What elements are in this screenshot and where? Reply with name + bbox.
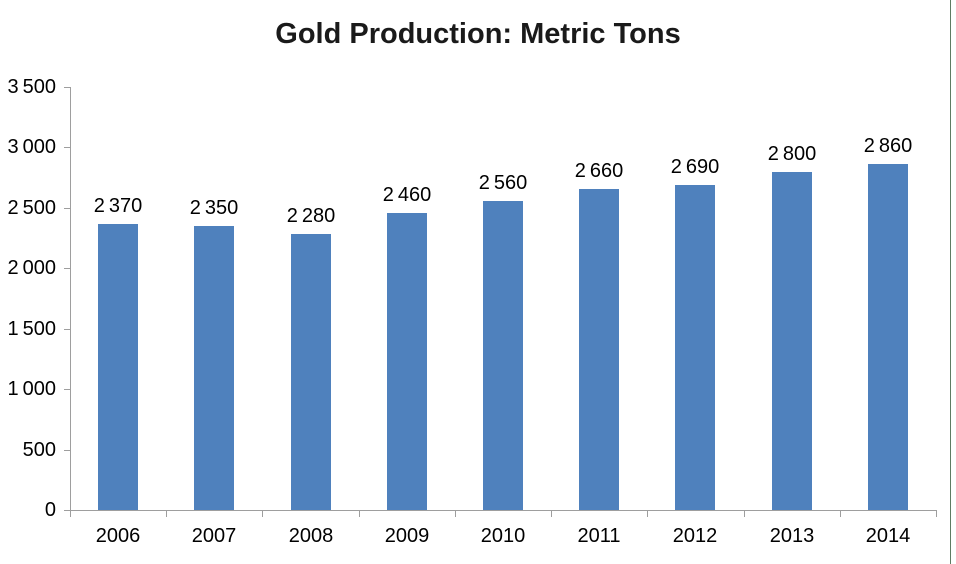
x-axis-line [70,510,937,511]
x-axis-category-label: 2013 [769,525,815,547]
bar-value-label: 2 370 [93,195,143,217]
x-axis-category-label: 2011 [577,525,621,547]
bar-value-label: 2 280 [286,205,336,227]
bar-value-label: 2 800 [767,143,817,165]
x-axis-tick [551,511,552,517]
y-axis-tick-label: 1 500 [7,318,57,340]
y-axis-tick [64,510,70,511]
x-axis-tick [744,511,745,517]
bar-value-label: 2 560 [478,172,528,194]
y-axis-tick [64,389,70,390]
x-axis-tick [647,511,648,517]
y-axis-tick-label: 0 [44,499,56,521]
y-axis-tick [64,268,70,269]
bar-value-label: 2 860 [863,135,913,157]
y-axis-tick-label: 2 500 [7,197,57,219]
bar-2014 [868,164,908,510]
x-axis-category-label: 2008 [288,525,334,547]
y-axis-tick-label: 2 000 [7,257,57,279]
y-axis-tick-label: 500 [22,439,56,461]
y-axis-tick-label: 3 000 [7,136,57,158]
x-axis-tick [840,511,841,517]
bar-2009 [387,213,427,510]
bar-2007 [194,226,234,510]
x-axis-category-label: 2014 [865,525,911,547]
y-axis-tick [64,208,70,209]
bar-value-label: 2 460 [382,184,432,206]
bar-value-label: 2 690 [670,156,720,178]
slide-right-border [950,0,951,564]
chart-title: Gold Production: Metric Tons [275,18,681,50]
bar-2010 [483,201,523,510]
y-axis-tick [64,87,70,88]
x-axis-category-label: 2010 [480,525,526,547]
x-axis-tick [455,511,456,517]
bar-2011 [579,189,619,510]
bar-value-label: 2 660 [574,160,624,182]
bar-2012 [675,185,715,510]
x-axis-tick [936,511,937,517]
x-axis-tick [70,511,71,517]
x-axis-category-label: 2007 [191,525,237,547]
y-axis-tick [64,450,70,451]
bar-2013 [772,172,812,510]
x-axis-tick [262,511,263,517]
x-axis-category-label: 2009 [384,525,430,547]
bar-2006 [98,224,138,510]
y-axis-tick-label: 1 000 [7,378,57,400]
bar-2008 [291,234,331,510]
y-axis-tick-label: 3 500 [7,76,57,98]
x-axis-category-label: 2012 [672,525,718,547]
x-axis-category-label: 2006 [95,525,141,547]
y-axis-line [70,87,71,510]
y-axis-tick [64,147,70,148]
x-axis-tick [359,511,360,517]
y-axis-tick [64,329,70,330]
x-axis-tick [166,511,167,517]
bar-value-label: 2 350 [189,197,239,219]
